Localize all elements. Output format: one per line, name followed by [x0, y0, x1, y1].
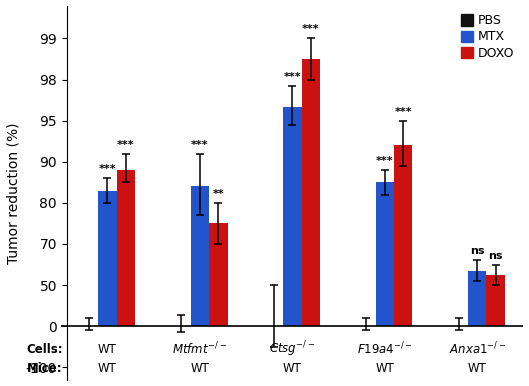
Text: ***: *** — [395, 107, 412, 117]
Text: ns: ns — [488, 251, 503, 261]
Text: WT: WT — [468, 362, 487, 376]
Text: WT: WT — [190, 362, 209, 376]
Text: ***: *** — [376, 156, 394, 166]
Bar — [487, 275, 505, 326]
Bar — [98, 191, 116, 326]
Text: WT: WT — [375, 362, 394, 376]
Bar — [116, 170, 135, 326]
Bar — [302, 59, 320, 326]
Text: ns: ns — [470, 247, 485, 256]
Text: WT: WT — [283, 362, 302, 376]
Text: ***: *** — [302, 24, 320, 34]
Text: WT: WT — [98, 343, 117, 356]
Bar — [209, 223, 227, 326]
Y-axis label: Tumor reduction (%): Tumor reduction (%) — [6, 122, 20, 264]
Text: ***: *** — [117, 140, 135, 150]
Text: ***: *** — [284, 73, 301, 83]
Text: Cells:: Cells: — [26, 343, 62, 356]
Text: Mice:: Mice: — [27, 362, 62, 376]
Bar — [468, 271, 487, 326]
Text: ***: *** — [98, 164, 116, 174]
Text: WT: WT — [98, 362, 117, 376]
Legend: PBS, MTX, DOXO: PBS, MTX, DOXO — [458, 12, 517, 62]
Text: $\it{Mtfmt}^{-/-}$: $\it{Mtfmt}^{-/-}$ — [172, 341, 227, 357]
Text: $\it{Ctsg}^{-/-}$: $\it{Ctsg}^{-/-}$ — [269, 339, 315, 359]
Bar — [394, 145, 413, 326]
Text: $\it{Anxa1}^{-/-}$: $\it{Anxa1}^{-/-}$ — [449, 341, 506, 357]
Bar — [376, 182, 394, 326]
Text: $\it{F19a4}^{-/-}$: $\it{F19a4}^{-/-}$ — [357, 341, 413, 357]
Bar — [190, 186, 209, 326]
Text: **: ** — [213, 189, 224, 199]
Bar — [283, 107, 302, 326]
Text: ***: *** — [191, 140, 208, 150]
